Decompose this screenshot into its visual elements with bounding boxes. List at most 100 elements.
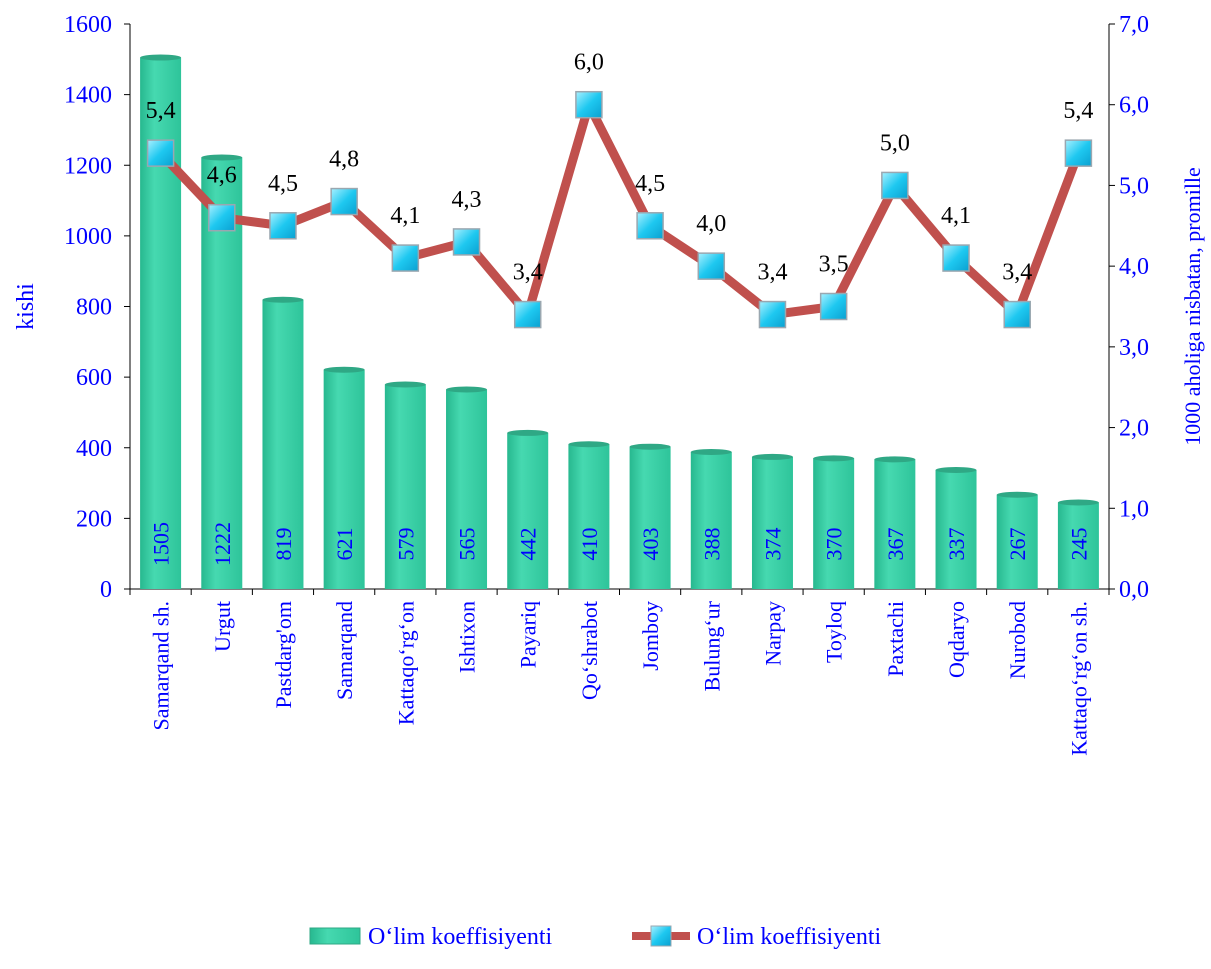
y-tick-label-left: 1600 xyxy=(64,12,112,38)
x-tick-label: Payariq xyxy=(516,601,541,668)
bar-value-label: 1505 xyxy=(149,522,174,566)
bar xyxy=(813,458,855,589)
x-tick-label: Oqdaryo xyxy=(944,601,969,678)
x-tick-label: Qo‘shrabot xyxy=(577,601,602,700)
line-marker xyxy=(1064,139,1093,167)
line-value-label: 4,6 xyxy=(207,163,237,189)
line-value-label: 4,0 xyxy=(696,211,726,237)
legend: O‘lim koeffisiyenti O‘lim koeffisiyenti xyxy=(309,924,882,950)
y-tick-label-left: 400 xyxy=(76,436,112,462)
y-tick-label-left: 200 xyxy=(76,506,112,532)
line-value-label: 3,4 xyxy=(757,260,787,286)
line-value-label: 5,0 xyxy=(880,130,910,156)
bar-top xyxy=(507,429,549,436)
bar-value-label: 374 xyxy=(760,528,785,561)
bar xyxy=(568,444,610,589)
line-marker xyxy=(391,244,420,272)
x-tick-label: Kattaqo‘rg‘on sh. xyxy=(1066,601,1091,756)
bar-top xyxy=(140,54,182,61)
bar-value-label: 565 xyxy=(455,528,480,561)
line-marker xyxy=(208,203,236,232)
x-tick-label: Jomboy xyxy=(638,601,663,671)
bar-value-label: 388 xyxy=(699,528,724,561)
bar-value-label: 410 xyxy=(577,528,602,561)
bar xyxy=(874,459,916,589)
x-tick-label: Nurobod xyxy=(1005,601,1030,679)
x-tick-label: Kattaqo‘rg‘on xyxy=(393,601,418,725)
y-tick-label-left: 800 xyxy=(76,295,112,321)
line-marker xyxy=(146,139,175,167)
line-value-label: 3,4 xyxy=(513,260,543,286)
bar xyxy=(323,369,365,589)
bar-value-label: 337 xyxy=(944,528,969,561)
bar xyxy=(690,451,732,589)
legend-line-marker xyxy=(650,925,672,947)
line-value-label: 5,4 xyxy=(146,98,176,124)
x-tick-label: Urgut xyxy=(210,601,235,652)
bar-top xyxy=(446,386,488,393)
y-tick-label-left: 1400 xyxy=(64,83,112,109)
line-value-label: 4,5 xyxy=(635,171,665,197)
y-tick-label-right: 2,0 xyxy=(1119,416,1149,442)
line-value-label: 4,1 xyxy=(390,203,420,229)
line-value-label: 6,0 xyxy=(574,50,604,76)
x-tick-label: Ishtixon xyxy=(455,601,480,673)
line-value-label: 4,1 xyxy=(941,203,971,229)
y-tick-label-right: 1,0 xyxy=(1119,496,1149,522)
line-path xyxy=(157,100,1083,320)
line-value-label: 4,3 xyxy=(452,187,482,213)
bar xyxy=(384,384,426,589)
bar-top xyxy=(629,443,671,450)
y-axis-title-left: kishi xyxy=(13,283,39,330)
line-marker xyxy=(697,252,726,280)
bar xyxy=(1057,502,1099,589)
legend-bar-swatch xyxy=(309,927,361,945)
y-tick-label-right: 3,0 xyxy=(1119,335,1149,361)
bar-value-label: 579 xyxy=(393,528,418,561)
bar xyxy=(507,432,549,589)
bar-top xyxy=(813,455,855,462)
bar-top xyxy=(996,491,1038,498)
bar xyxy=(140,57,182,589)
y-tick-label-left: 0 xyxy=(100,577,112,603)
line-marker xyxy=(942,244,970,272)
bar-value-label: 245 xyxy=(1066,528,1091,561)
y-tick-label-right: 0,0 xyxy=(1119,577,1149,603)
line-marker xyxy=(881,171,909,200)
line-value-label: 4,8 xyxy=(329,147,359,173)
bar xyxy=(629,446,671,589)
x-tick-label: Pastdarg'om xyxy=(271,601,296,708)
bar-top xyxy=(384,381,426,388)
bar-top xyxy=(935,466,977,473)
x-tick-label: Samarqand xyxy=(332,601,357,700)
line-marker xyxy=(758,300,787,329)
x-tick-label: Bulung‘ur xyxy=(699,600,724,691)
y-tick-label-right: 7,0 xyxy=(1119,12,1149,38)
line-marker xyxy=(269,212,297,240)
bar xyxy=(996,494,1038,589)
line-marker xyxy=(452,228,481,256)
bar xyxy=(446,389,488,589)
bar xyxy=(935,469,977,589)
legend-line-label: O‘lim koeffisiyenti xyxy=(697,924,882,950)
y-axis-title-right: 1000 aholiga nisbatan, promille xyxy=(1180,167,1205,446)
y-tick-label-left: 600 xyxy=(76,365,112,391)
y-tick-label-left: 1200 xyxy=(64,153,112,179)
bar-value-label: 267 xyxy=(1005,528,1030,561)
bar-top xyxy=(690,448,732,455)
line-marker xyxy=(330,187,358,216)
bar-value-label: 370 xyxy=(822,528,847,561)
bar-top xyxy=(201,154,243,161)
line-value-label: 4,5 xyxy=(268,171,298,197)
x-tick-label: Paxtachi xyxy=(883,601,908,677)
bar-value-label: 442 xyxy=(516,528,541,561)
bar-series xyxy=(140,54,1099,589)
bar xyxy=(751,456,793,589)
data-labels: 1505 1222 819 621 579 565 442 410 403 388 374 370 36… xyxy=(146,50,1094,566)
bar-top xyxy=(262,296,304,303)
line-marker xyxy=(575,90,603,119)
line-marker xyxy=(1003,300,1031,329)
x-tick-label: Toyloq xyxy=(822,601,847,663)
bar-value-label: 403 xyxy=(638,528,663,561)
